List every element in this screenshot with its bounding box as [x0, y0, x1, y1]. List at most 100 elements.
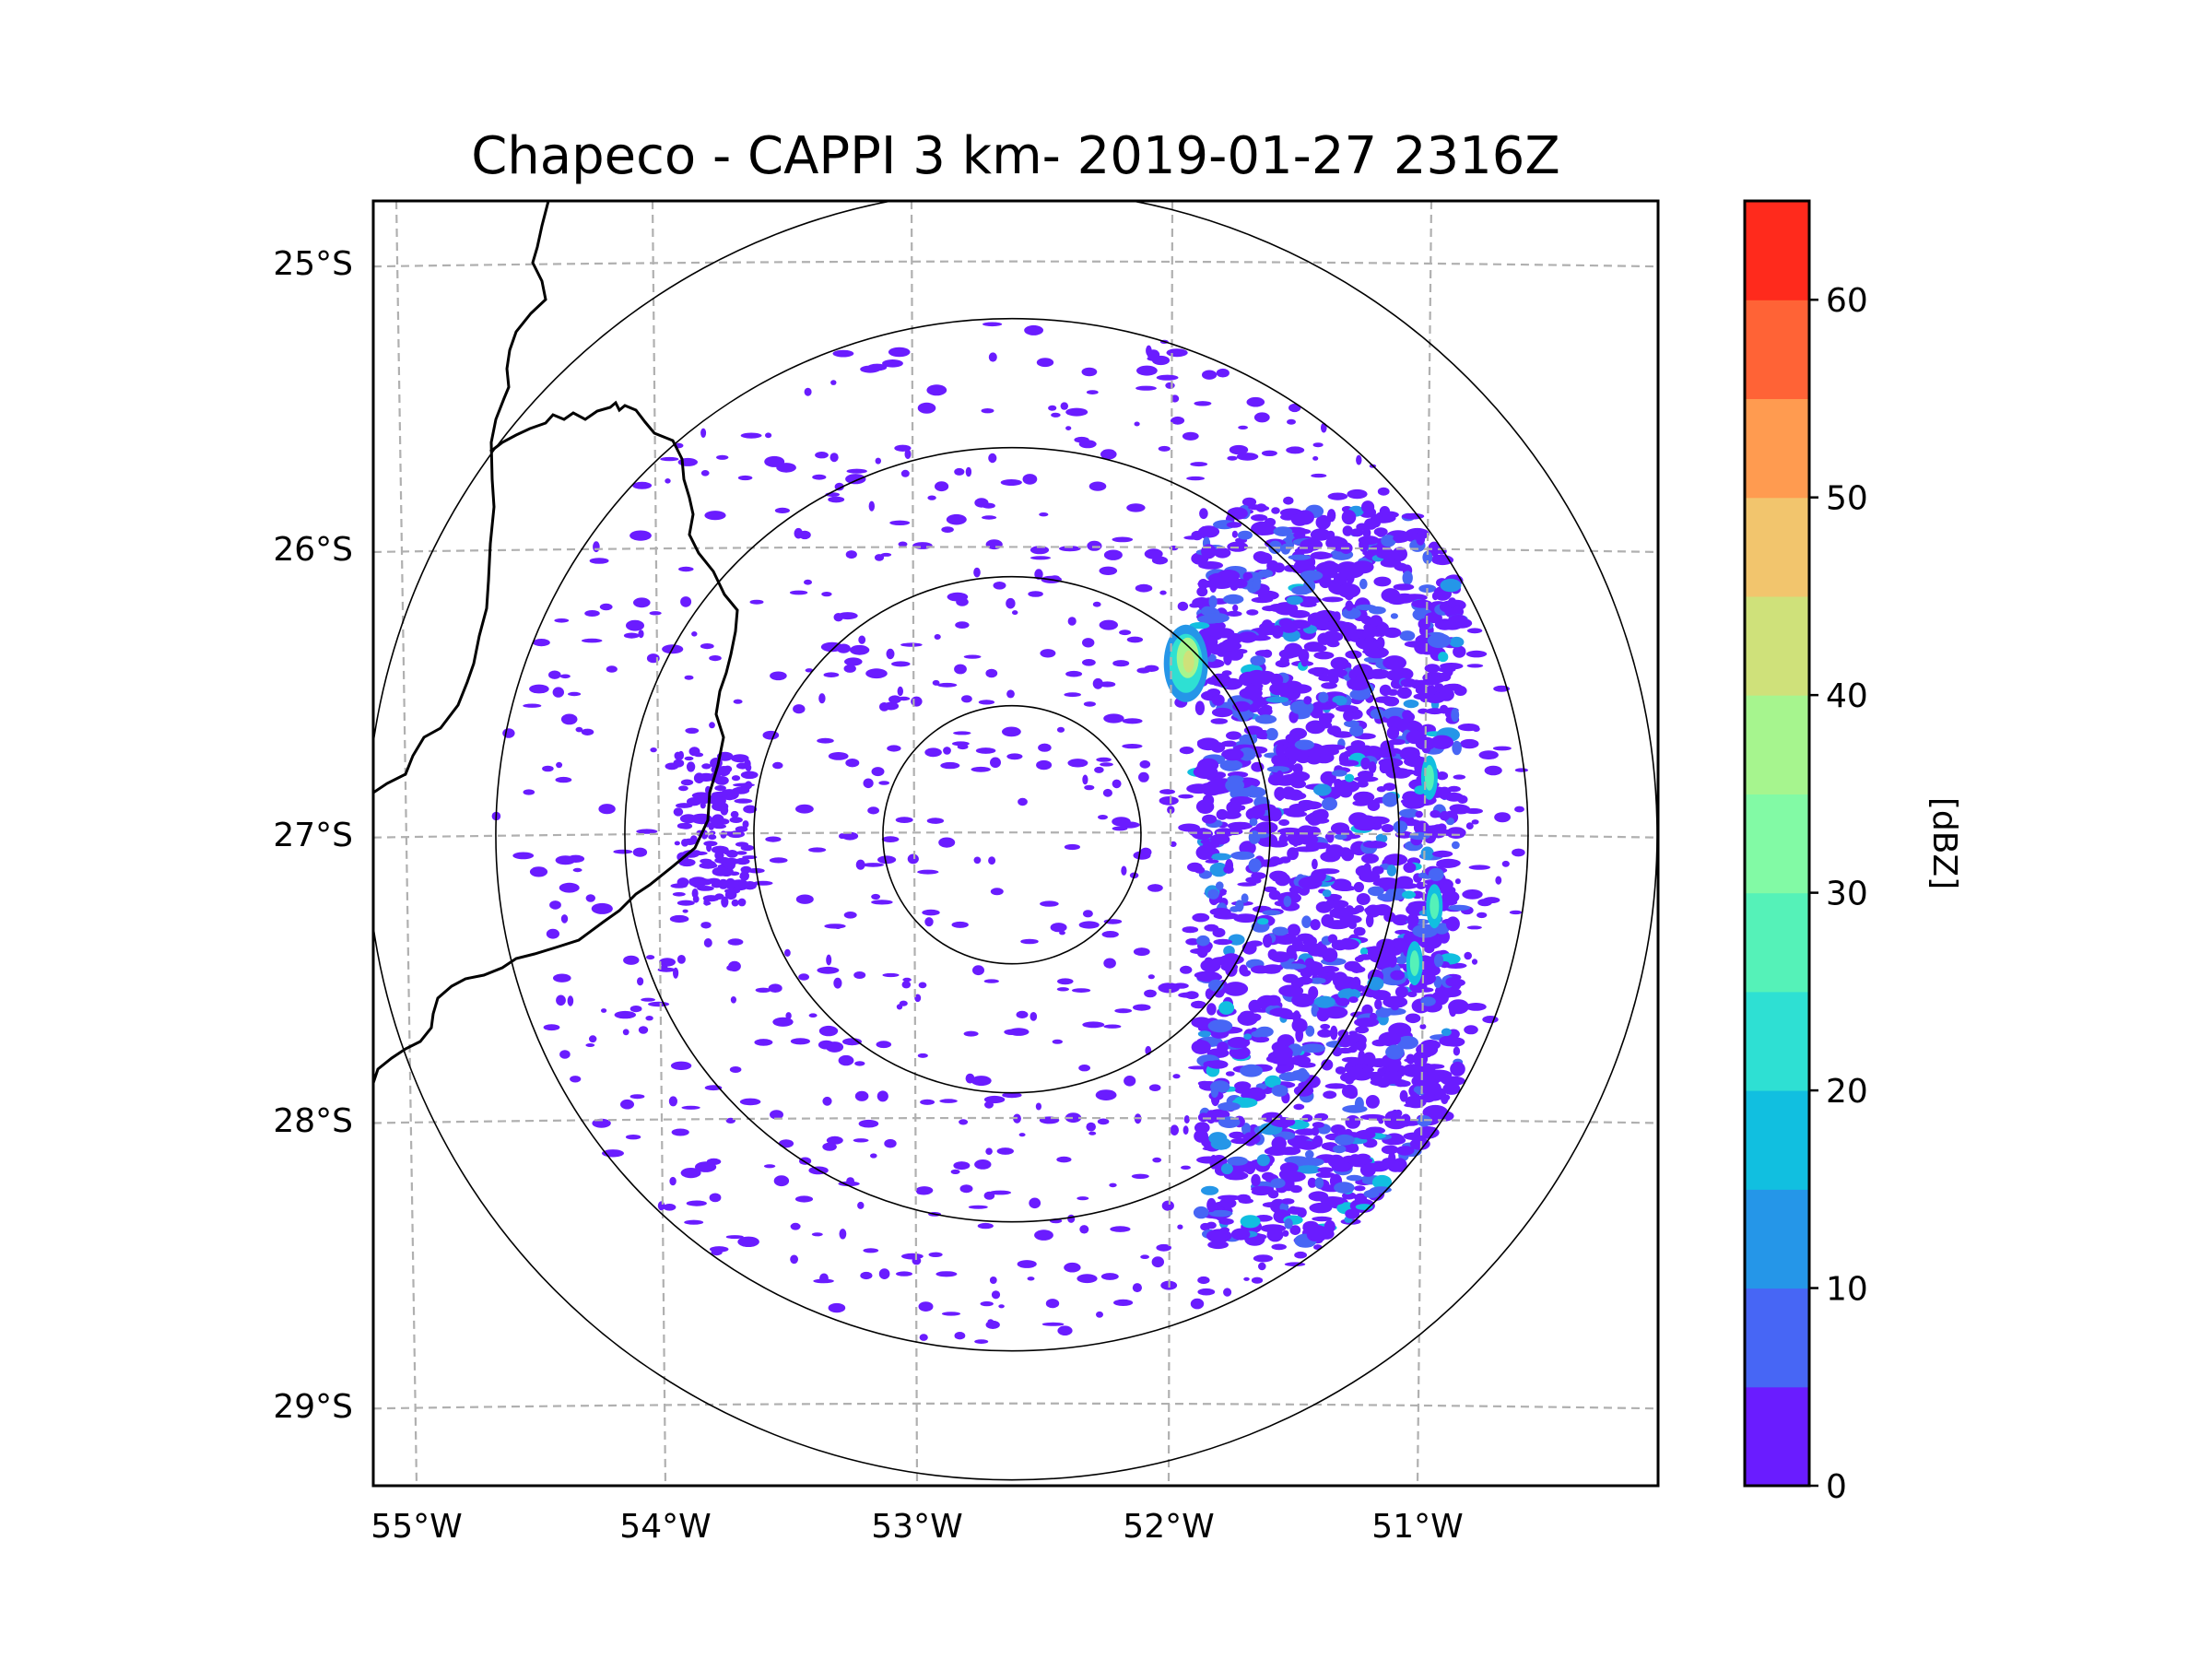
echo-cell [1441, 1076, 1465, 1087]
echo-cell [896, 1271, 912, 1277]
echo-cell [1241, 497, 1257, 507]
echo-cell [700, 922, 712, 929]
echo-cell [1182, 650, 1194, 673]
echo-cell [1016, 1010, 1029, 1018]
echo-cell [1312, 1122, 1324, 1128]
chart-title: Chapeco - CAPPI 3 km- 2019-01-27 2316Z [471, 126, 1560, 186]
echo-cell [1493, 685, 1510, 692]
echo-cell [1208, 1209, 1233, 1218]
echo-cell [1210, 1086, 1219, 1098]
echo-cell [1265, 696, 1289, 703]
echo-cell [1040, 900, 1059, 907]
echo-cell [1190, 1298, 1205, 1310]
colorbar-band [1745, 595, 1809, 696]
echo-cell [1373, 904, 1392, 916]
echo-cell [1322, 596, 1344, 603]
echo-cell [599, 603, 613, 611]
echo-cell [1324, 1083, 1347, 1089]
echo-cell [1466, 925, 1482, 930]
echo-cell [1452, 841, 1460, 850]
grid-line-lon [910, 201, 919, 1486]
echo-cell [845, 550, 857, 559]
echo-cell [737, 1236, 759, 1248]
echo-cell [1441, 1093, 1449, 1104]
echo-cell [1388, 1151, 1396, 1166]
echo-cell [928, 1252, 943, 1258]
echo-cell [870, 1153, 877, 1159]
echo-cell [1112, 536, 1134, 543]
echo-cell [987, 1319, 994, 1324]
echo-cell [712, 824, 726, 830]
echo-cell [691, 631, 698, 637]
echo-cell [1322, 797, 1337, 811]
echo-cell [686, 761, 696, 772]
echo-cell [1390, 613, 1398, 619]
echo-cell [868, 500, 875, 512]
echo-cell [1229, 1131, 1245, 1139]
echo-cell [1287, 924, 1301, 937]
echo-cell [817, 966, 840, 974]
echo-cell [1335, 705, 1359, 712]
echo-cell [878, 1268, 890, 1279]
echo-cell [1171, 394, 1180, 403]
lat-tick-label: 29°S [273, 1388, 353, 1426]
echo-cell [1196, 586, 1208, 597]
echo-cell [1082, 1021, 1105, 1029]
echo-cell [1312, 783, 1332, 796]
echo-cell [1376, 551, 1400, 559]
echo-cell [638, 629, 644, 639]
echo-cell [1214, 547, 1231, 559]
echo-cell [1262, 964, 1284, 972]
echo-cell [1205, 957, 1213, 963]
echo-cell [734, 798, 753, 804]
echo-cell [1351, 560, 1374, 574]
echo-cell [1121, 865, 1127, 876]
echo-cell [1264, 886, 1277, 893]
echo-cell [834, 924, 841, 929]
echo-cell [1381, 535, 1396, 547]
echo-cell [683, 838, 697, 845]
echo-cell [980, 1300, 994, 1307]
radar-echo-layer [491, 322, 1528, 1344]
echo-cell [1231, 530, 1238, 538]
echo-cell [1302, 1158, 1316, 1165]
echo-cell [884, 1138, 897, 1148]
echo-cell [1161, 1200, 1174, 1211]
echo-cell [1424, 764, 1434, 791]
echo-cell [1257, 590, 1279, 601]
grid-line-lat [373, 1402, 1658, 1410]
echo-cell [1039, 512, 1049, 517]
echo-cell [1226, 610, 1242, 618]
echo-cell [1269, 870, 1288, 881]
echo-cell [1096, 1311, 1103, 1318]
echo-cell [1290, 1069, 1310, 1081]
echo-cell [1309, 1202, 1333, 1214]
echo-cell [1101, 931, 1119, 938]
echo-cell [882, 972, 900, 978]
echo-cell [1278, 1169, 1295, 1180]
echo-cell [1376, 511, 1399, 519]
echo-cell [1331, 1161, 1353, 1172]
echo-cell [1393, 820, 1408, 833]
echo-cell [1283, 496, 1294, 505]
echo-cell [1466, 664, 1484, 668]
echo-cell [881, 836, 900, 842]
echo-cell [998, 1304, 1005, 1309]
echo-cell [1409, 1137, 1430, 1150]
echo-cell [988, 352, 997, 362]
echo-cell [1451, 708, 1460, 723]
echo-cell [740, 771, 759, 780]
echo-cell [706, 842, 712, 853]
echo-cell [914, 994, 922, 1003]
colorbar-label: [dBZ] [1925, 797, 1963, 889]
grid-line-lon [394, 201, 418, 1486]
echo-cell [1509, 910, 1523, 915]
echo-cell [1114, 1008, 1133, 1014]
echo-cell [1084, 784, 1095, 791]
echo-cell [1319, 1229, 1335, 1240]
echo-cell [1077, 1196, 1089, 1201]
echo-cell [1218, 1101, 1241, 1112]
echo-cell [1323, 1090, 1337, 1100]
echo-cell [1203, 613, 1230, 623]
echo-cell [1312, 456, 1319, 461]
